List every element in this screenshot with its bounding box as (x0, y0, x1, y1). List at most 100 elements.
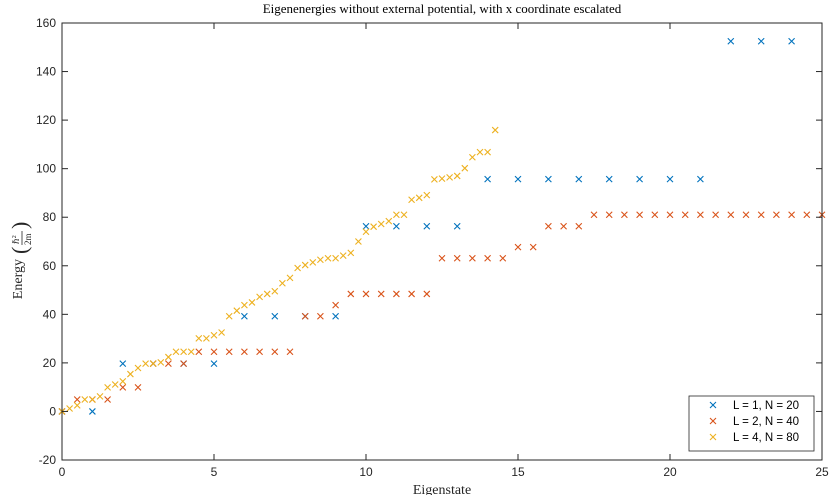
data-point-series-2 (377, 290, 385, 298)
data-point-series-2 (605, 211, 613, 219)
data-point-series-3 (347, 249, 355, 257)
x-tick-label: 0 (59, 465, 66, 479)
data-point-series-2 (697, 211, 704, 219)
data-point-series-3 (324, 254, 332, 262)
data-point-series-3 (408, 196, 415, 204)
data-point-series-3 (476, 148, 484, 156)
data-point-series-2 (104, 396, 111, 403)
data-point-series-3 (172, 348, 180, 356)
data-point-series-1 (697, 175, 704, 183)
data-point-series-2 (621, 211, 628, 219)
data-point-series-2 (469, 254, 476, 262)
legend-label-series-2: L = 2, N = 40 (733, 416, 799, 428)
data-point-series-3 (142, 360, 149, 368)
data-point-series-2 (484, 254, 491, 262)
data-point-series-2 (165, 360, 172, 368)
data-point-series-2 (590, 211, 598, 219)
data-point-series-3 (210, 331, 218, 339)
data-point-series-2 (788, 211, 795, 219)
data-point-series-1 (757, 37, 765, 45)
data-point-series-3 (127, 370, 134, 378)
data-point-series-3 (248, 299, 256, 306)
data-point-series-2 (438, 254, 446, 262)
data-point-series-3 (491, 126, 499, 134)
data-point-series-3 (286, 274, 294, 282)
data-point-series-3 (332, 254, 339, 262)
data-point-series-3 (271, 287, 279, 295)
data-point-series-3 (218, 329, 225, 336)
data-point-series-2 (408, 290, 415, 298)
data-point-series-2 (256, 348, 263, 356)
data-point-series-3 (362, 228, 370, 236)
data-point-series-2 (393, 290, 400, 298)
legend: L = 1, N = 20 L = 2, N = 40 L = 4, N = 80 (688, 395, 815, 452)
data-point-series-2 (757, 211, 765, 219)
data-point-series-3 (73, 401, 81, 409)
data-markers (58, 37, 826, 415)
data-point-series-3 (484, 148, 491, 156)
y-axis-formula-denominator: 2m (23, 233, 33, 245)
x-tick-label: 15 (511, 465, 525, 479)
x-axis-label: Eigenstate (413, 483, 471, 495)
data-point-series-3 (294, 264, 301, 272)
axes-box (61, 22, 823, 461)
data-point-series-2 (651, 211, 659, 219)
y-axis-ticks: -20 0 20 40 60 80 100 120 140 160 (36, 16, 822, 467)
x-axis-ticks: 0 5 10 15 20 25 (59, 23, 829, 479)
data-point-series-1 (514, 175, 522, 183)
data-point-series-2 (666, 211, 674, 219)
data-point-series-3 (446, 174, 453, 181)
data-point-series-3 (225, 312, 233, 320)
data-point-series-2 (119, 384, 127, 391)
data-point-series-2 (423, 290, 431, 298)
data-point-series-1 (788, 37, 795, 45)
data-point-series-3 (339, 252, 347, 259)
plot-area (62, 23, 822, 460)
data-point-series-1 (362, 222, 370, 230)
data-point-series-2 (560, 222, 567, 230)
data-point-series-2 (636, 211, 643, 219)
data-point-series-3 (385, 217, 393, 225)
data-point-series-3 (355, 238, 362, 245)
data-point-series-3 (96, 393, 104, 400)
x-tick-label: 10 (359, 465, 373, 479)
data-point-series-2 (241, 348, 248, 356)
data-point-series-1 (89, 408, 96, 415)
data-point-series-1 (575, 175, 583, 183)
data-point-series-3 (400, 211, 408, 219)
y-tick-label: 80 (43, 210, 57, 224)
data-point-series-3 (469, 153, 476, 161)
x-tick-label: 20 (663, 465, 677, 479)
data-point-series-3 (301, 261, 309, 269)
data-point-series-2 (499, 254, 507, 262)
data-point-series-3 (423, 191, 431, 199)
y-axis-formula-numerator: ℏ2 (11, 235, 21, 244)
data-point-series-3 (111, 381, 119, 388)
legend-label-series-1: L = 1, N = 20 (733, 400, 799, 412)
legend-marker-series-2 (709, 417, 717, 425)
y-tick-label: 100 (36, 162, 56, 176)
data-point-series-1 (484, 175, 491, 183)
data-point-series-2 (301, 312, 309, 320)
data-point-series-3 (195, 334, 203, 342)
data-point-series-3 (187, 348, 195, 356)
data-point-series-3 (415, 194, 423, 202)
data-point-series-2 (286, 348, 294, 356)
data-point-series-3 (157, 359, 165, 366)
legend-label-series-3: L = 4, N = 80 (733, 432, 799, 444)
data-point-series-2 (545, 222, 552, 230)
data-point-series-2 (727, 211, 735, 219)
data-point-series-3 (233, 307, 241, 315)
data-point-series-3 (317, 256, 324, 264)
data-point-series-2 (73, 396, 81, 403)
y-axis-label-group: Energy ( ℏ2 2m ) (7, 222, 33, 300)
y-axis-formula-lparen: ( (7, 247, 32, 254)
x-tick-label: 25 (815, 465, 829, 479)
data-point-series-3 (180, 348, 187, 356)
data-point-series-1 (241, 312, 248, 320)
data-point-series-2 (225, 348, 233, 356)
x-tick-label: 5 (211, 465, 218, 479)
data-point-series-2 (134, 384, 142, 391)
y-tick-label: 20 (43, 356, 57, 370)
data-point-series-3 (263, 290, 271, 298)
